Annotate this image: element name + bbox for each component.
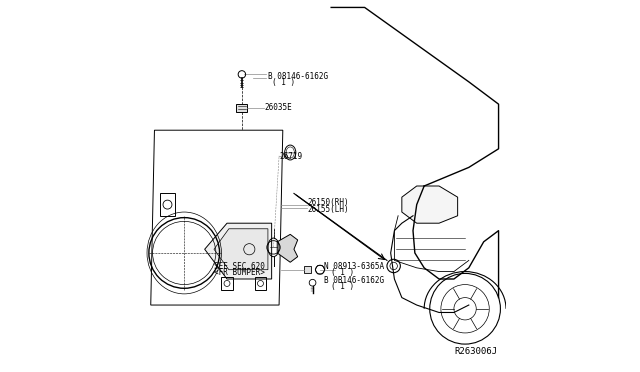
Polygon shape [205,223,271,279]
Text: ( 1 ): ( 1 ) [331,268,355,277]
Polygon shape [402,186,458,223]
Text: 26719: 26719 [279,152,302,161]
Text: R263006J: R263006J [455,347,498,356]
Text: 26035E: 26035E [264,103,292,112]
Polygon shape [303,266,311,273]
Text: <FR BUMPER>: <FR BUMPER> [214,268,265,277]
Polygon shape [236,104,248,112]
Text: N 08913-6365A: N 08913-6365A [324,262,385,271]
Text: 26155(LH): 26155(LH) [307,205,349,214]
Text: ( 1 ): ( 1 ) [271,78,295,87]
Text: B 0B146-6162G: B 0B146-6162G [324,276,384,285]
Text: SEE SEC.620: SEE SEC.620 [214,262,265,271]
Text: B 08146-6162G: B 08146-6162G [268,72,328,81]
Text: ( 1 ): ( 1 ) [331,282,355,291]
Polygon shape [277,234,298,262]
Text: 26150(RH): 26150(RH) [307,198,349,207]
Polygon shape [214,229,268,270]
